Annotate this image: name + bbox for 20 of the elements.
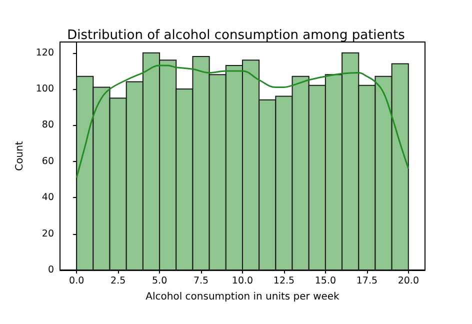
x-tick-label: 0.0	[69, 276, 84, 286]
chart-title: Distribution of alcohol consumption among patients	[67, 28, 406, 43]
x-tick-label: 5.0	[152, 276, 168, 286]
x-tick-label: 7.5	[193, 276, 209, 286]
x-axis-title: Alcohol consumption in units per week	[146, 292, 340, 302]
x-tick-label: 20.0	[398, 276, 419, 286]
y-tick-label: 60	[42, 156, 54, 167]
y-tick-label: 80	[42, 120, 54, 131]
y-tick-label: 20	[42, 228, 54, 240]
y-tick-label: 0	[48, 264, 54, 276]
x-tick-label: 2.5	[110, 276, 126, 286]
y-axis-title: Count	[14, 141, 26, 171]
y-tick-label: 120	[36, 47, 54, 58]
x-tick-label: 15.0	[314, 276, 336, 286]
x-tick-label: 12.5	[273, 276, 295, 286]
x-tick-label: 17.5	[356, 276, 378, 286]
x-tick-label: 10.0	[232, 276, 254, 286]
y-tick-label: 100	[36, 84, 54, 95]
y-tick-label: 40	[42, 192, 54, 204]
line-series	[76, 64, 410, 178]
